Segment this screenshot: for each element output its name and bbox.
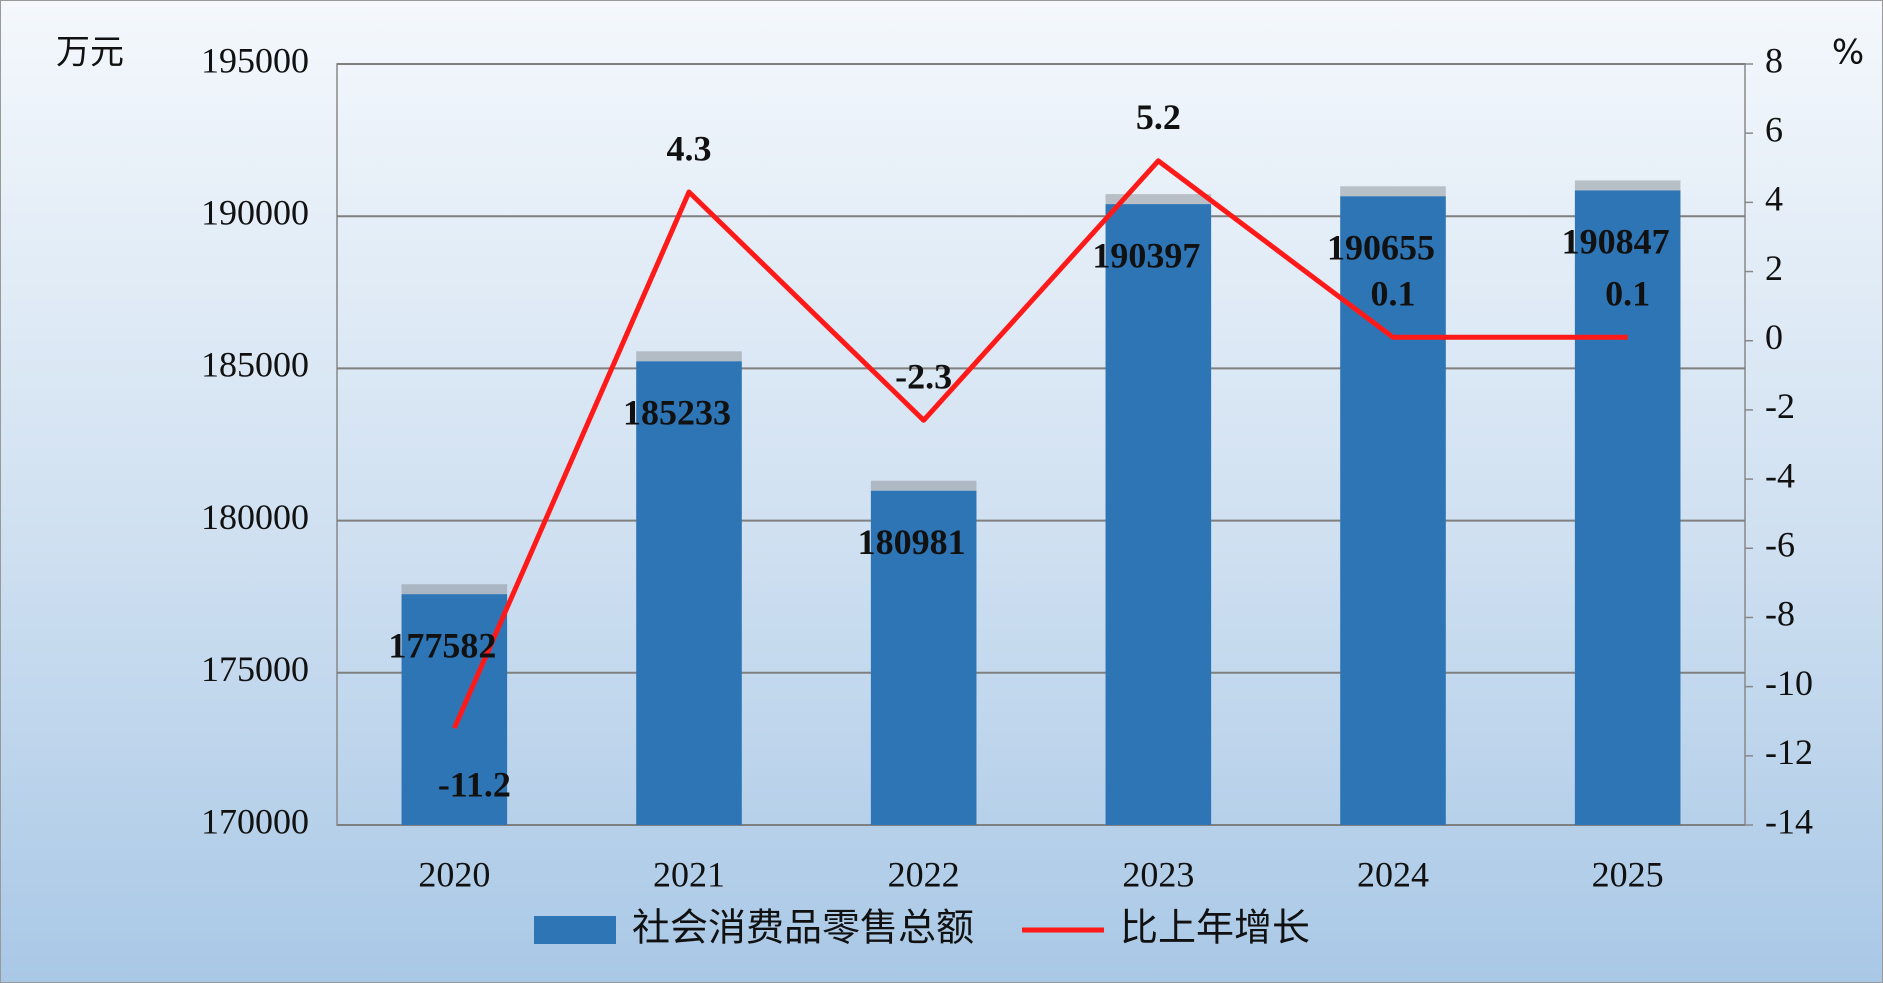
line-value-label: 0.1: [1605, 274, 1650, 314]
y2-tick-label: 4: [1765, 179, 1783, 219]
y2-tick-label: 2: [1765, 248, 1783, 288]
bar-value-label: 190847: [1562, 222, 1670, 262]
y2-tick-label: -2: [1765, 386, 1795, 426]
bar-value-label: 190397: [1092, 235, 1200, 275]
bar-shadow: [401, 584, 508, 595]
x-tick-label: 2022: [888, 854, 960, 894]
y2-tick-label: -10: [1765, 663, 1813, 703]
bar: [401, 594, 508, 825]
bar: [1105, 204, 1212, 825]
line-value-label: -11.2: [438, 764, 511, 804]
bar-shadow: [1105, 194, 1212, 205]
y2-tick-label: 6: [1765, 109, 1783, 149]
bar-shadow: [870, 480, 977, 491]
x-tick-label: 2023: [1122, 854, 1194, 894]
y-tick-label: 185000: [201, 345, 309, 385]
bar-value-label: 180981: [858, 522, 966, 562]
x-tick-label: 2020: [418, 854, 490, 894]
legend-swatch: [534, 916, 616, 944]
bar-shadow: [1574, 180, 1681, 191]
x-tick-label: 2021: [653, 854, 725, 894]
y-axis-title: 万元: [56, 33, 124, 73]
bar: [870, 490, 977, 825]
line: [452, 158, 1628, 730]
y-tick-label: 190000: [201, 192, 309, 232]
y2-tick-label: -4: [1765, 455, 1795, 495]
bar-value-label: 177582: [388, 625, 496, 665]
y2-tick-label: 8: [1765, 40, 1783, 80]
bar: [1574, 190, 1681, 826]
bar-value-label: 190655: [1327, 228, 1435, 268]
bar: [1340, 196, 1446, 826]
line-value-label: -2.3: [895, 357, 952, 397]
y-tick-label: 170000: [201, 801, 309, 841]
bar-shadow: [636, 351, 742, 362]
y2-tick-label: -14: [1765, 801, 1813, 841]
legend-label: 社会消费品零售总额: [632, 906, 974, 950]
line-value-label: 5.2: [1136, 97, 1181, 137]
x-tick-label: 2025: [1592, 854, 1664, 894]
bar-shadow: [1340, 186, 1446, 197]
line-value-label: 0.1: [1371, 274, 1416, 314]
y2-tick-label: -6: [1765, 525, 1795, 565]
y-tick-label: 195000: [201, 40, 309, 80]
bar-value-label: 185233: [623, 393, 731, 433]
x-tick-label: 2024: [1357, 854, 1429, 894]
y2-tick-label: -12: [1765, 732, 1813, 772]
y-tick-label: 175000: [201, 649, 309, 689]
bar: [636, 361, 742, 825]
line-value-label: 4.3: [667, 128, 712, 168]
y2-tick-label: 0: [1765, 317, 1783, 357]
y2-tick-label: -8: [1765, 594, 1795, 634]
legend-label: 比上年增长: [1120, 906, 1310, 950]
y-tick-label: 180000: [201, 497, 309, 537]
y2-axis-title: %: [1832, 33, 1864, 73]
